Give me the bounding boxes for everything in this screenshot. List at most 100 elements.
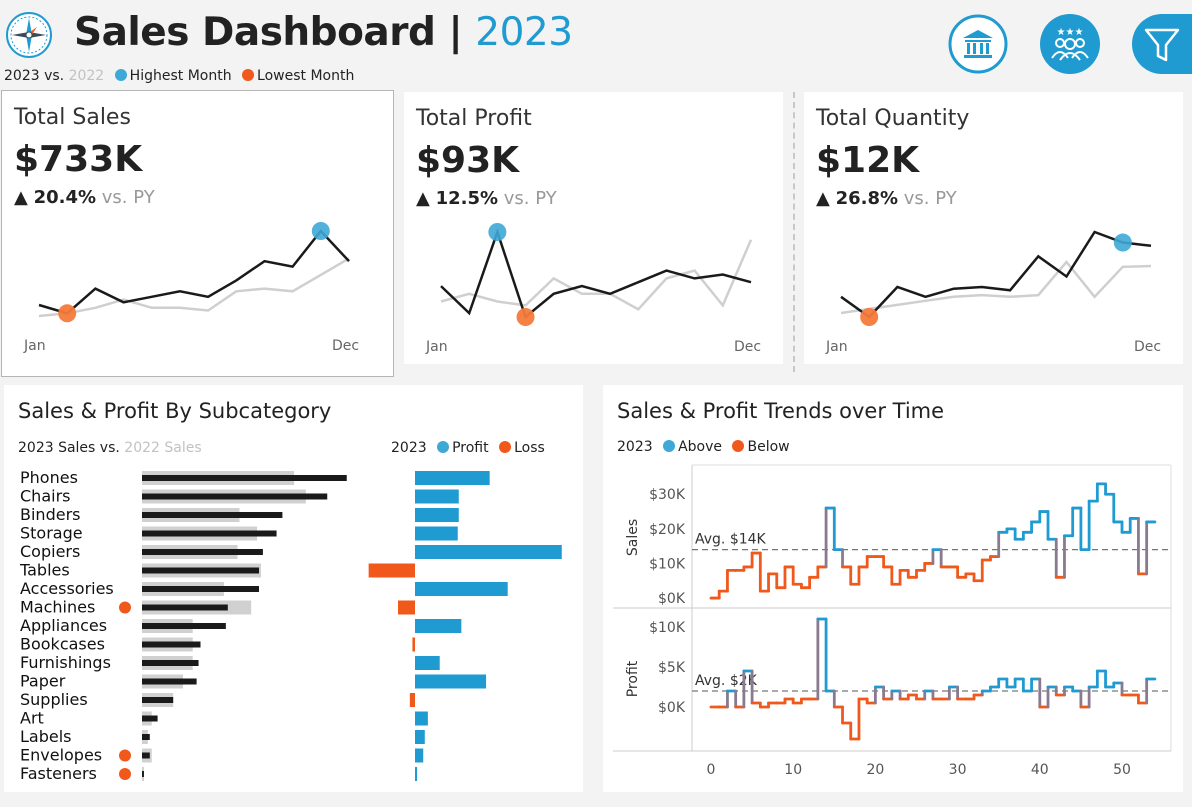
loss-dot (499, 441, 512, 453)
sales-2023-bar (142, 512, 283, 518)
kpi-divider (793, 92, 795, 372)
sales-2023-bar (142, 567, 259, 574)
x-tick-label: 40 (1031, 762, 1049, 778)
sales-2023-bar (142, 530, 277, 537)
sales-2023-bar (142, 623, 226, 629)
sales-legend: 2023 Sales vs. 2022 Sales (18, 440, 202, 456)
x-tick-label: 10 (784, 762, 802, 778)
kpi-delta-vs: vs. PY (903, 188, 957, 209)
kpi-card-profit[interactable]: Jan Dec Total Profit $93K ▲ 12.5% vs. PY (404, 92, 783, 364)
profit-bar (415, 730, 425, 744)
bank-icon[interactable] (947, 13, 1009, 75)
kpi-value: $733K (14, 139, 143, 180)
kpi-title: Total Profit (416, 106, 532, 131)
profit-bar (415, 674, 487, 689)
highest-month-marker (311, 222, 330, 240)
customers-icon[interactable]: ★★★ (1039, 13, 1101, 75)
legend-previous-year: 2022 (68, 68, 105, 84)
profit-tick-label: $0K (658, 700, 686, 716)
sales-sparkline: Jan Dec (23, 222, 359, 354)
loss-bar (409, 693, 415, 707)
trends-panel: Sales & Profit Trends over Time 2023 Abo… (603, 385, 1183, 792)
previous-year-line (840, 260, 1152, 315)
sales-2023-bar (142, 734, 150, 740)
filter-icon[interactable] (1131, 13, 1192, 75)
legend-2023-sales: 2023 Sales (18, 440, 96, 456)
legend-highest-month: Highest Month (129, 68, 232, 84)
current-year-line (38, 229, 350, 315)
highest-month-marker (488, 223, 507, 241)
sales-tick-label: $20K (649, 522, 686, 538)
kpi-delta-value: 20.4% (33, 187, 97, 208)
sales-2023-bar (142, 678, 197, 685)
sales-2023-bar (142, 660, 199, 666)
lowest-month-dot (242, 69, 255, 81)
legend-profit-year: 2023 (391, 440, 427, 456)
profit-tick-label: $5K (658, 660, 686, 676)
below-dot (732, 440, 745, 452)
highest-month-dot (114, 69, 127, 81)
sales-tick-label: $10K (649, 556, 686, 572)
start-month-label: Jan (825, 339, 848, 355)
header-legend: 2023 vs. 2022 Highest Month Lowest Month (4, 68, 354, 84)
subcategory-label: Paper (20, 672, 66, 691)
kpi-card-quantity[interactable]: Jan Dec Total Quantity $12K ▲ 26.8% vs. P… (804, 92, 1183, 364)
profit-average-label: Avg. $2K (695, 673, 758, 689)
profit-bar (415, 489, 459, 504)
compass-icon (6, 12, 52, 58)
sales-average-label: Avg. $14K (695, 532, 767, 548)
above-dot (663, 440, 676, 452)
subcategory-label: Phones (20, 468, 78, 487)
x-tick-label: 30 (949, 762, 967, 778)
profit-bar (415, 545, 562, 559)
current-year-line (840, 230, 1152, 319)
dashboard-title-text: Sales Dashboard (74, 10, 436, 55)
profit-bar (415, 619, 462, 633)
sales-2023-bar (142, 586, 259, 592)
subcategory-label: Machines (20, 598, 95, 617)
subcategory-label: Copiers (20, 542, 80, 561)
legend-lowest-month: Lowest Month (257, 68, 355, 84)
sales-tick-label: $30K (649, 487, 686, 503)
profit-bar (415, 508, 459, 522)
profit-bar (415, 711, 428, 726)
loss-bar (412, 637, 415, 652)
legend-current-year: 2023 (4, 68, 40, 84)
kpi-delta-vs: vs. PY (101, 187, 155, 208)
sales-2023-bar (142, 493, 328, 500)
loss-bar (398, 600, 415, 615)
title-separator: | (448, 10, 463, 55)
start-month-label: Jan (425, 339, 448, 355)
subcategory-label: Storage (20, 524, 83, 543)
start-month-label: Jan (23, 338, 46, 354)
loss-bar (368, 563, 415, 578)
subcategory-panel: Sales & Profit By Subcategory 2023 Sales… (4, 385, 583, 792)
subcategory-label: Art (20, 709, 44, 728)
subcategory-label: Furnishings (20, 653, 111, 672)
loss-marker-dot (119, 601, 131, 614)
subcategory-label: Bookcases (20, 635, 105, 654)
up-arrow-icon: ▲ (416, 188, 430, 209)
highest-month-marker (1113, 233, 1132, 252)
legend-loss: Loss (514, 440, 545, 456)
legend-below: Below (747, 439, 790, 455)
profit-bar (415, 748, 424, 763)
sales-2023-bar (142, 715, 158, 722)
subcategory-title: Sales & Profit By Subcategory (18, 399, 332, 423)
current-year-line (440, 228, 752, 320)
quantity-sparkline: Jan Dec (825, 230, 1161, 355)
kpi-delta-value: 26.8% (835, 188, 899, 209)
profit-dot (437, 441, 450, 453)
legend-above: Above (678, 439, 723, 455)
kpi-card-sales[interactable]: Jan Dec Total Sales $733K ▲ 20.4% vs. PY (1, 90, 394, 377)
end-month-label: Dec (734, 339, 761, 355)
lowest-month-marker (58, 304, 77, 323)
subcategory-label: Accessories (20, 579, 114, 598)
x-tick-label: 0 (707, 762, 716, 778)
loss-marker-dot (119, 749, 131, 762)
title-year: 2023 (475, 10, 573, 55)
x-tick-label: 20 (866, 762, 884, 778)
legend-vs: vs. (44, 68, 65, 84)
subcategory-label: Fasteners (20, 764, 97, 783)
trends-title: Sales & Profit Trends over Time (617, 399, 945, 423)
